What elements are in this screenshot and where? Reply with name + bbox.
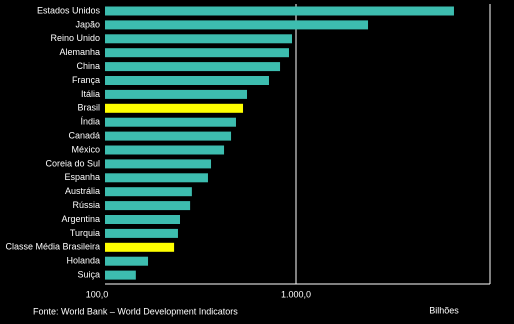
y-tick-label: Austrália (65, 186, 100, 196)
x-tick-label: 1.000,0 (281, 289, 311, 299)
bar (105, 201, 191, 211)
y-tick-label: Argentina (61, 214, 100, 224)
source: Fonte: World Bank – World Development In… (33, 306, 238, 316)
y-tick-label: Canadá (68, 130, 100, 140)
y-tick-label: Estados Unidos (37, 5, 101, 15)
bar (105, 131, 232, 141)
y-tick-label: Suiça (77, 269, 100, 279)
bar (105, 76, 269, 85)
y-tick-label: Turquia (70, 228, 100, 238)
bar (105, 34, 293, 44)
bar (105, 62, 281, 72)
y-tick-label: Coreia do Sul (45, 158, 100, 168)
y-tick-label: Itália (81, 89, 100, 99)
bar (105, 117, 236, 127)
bar (105, 20, 369, 30)
y-tick-label: França (72, 75, 100, 85)
y-tick-label: Reino Unido (50, 33, 100, 43)
bar (105, 228, 178, 238)
x-tick-label: 100,0 (86, 289, 109, 299)
bar (105, 145, 225, 155)
bar (105, 242, 175, 252)
bar (105, 103, 244, 113)
y-tick-label: Espanha (64, 172, 100, 182)
x-axis-label: Bilhões (429, 305, 459, 315)
bar (105, 256, 149, 266)
bar (105, 215, 181, 224)
bar (105, 48, 289, 58)
y-tick-label: China (76, 61, 100, 71)
bar (105, 159, 212, 169)
y-tick-label: Alemanha (59, 47, 100, 57)
y-tick-label: Brasil (77, 103, 100, 113)
bar (105, 6, 454, 16)
bar (105, 187, 192, 197)
bar (105, 89, 248, 99)
y-tick-label: Rússia (72, 200, 100, 210)
y-tick-label: Índia (80, 117, 100, 127)
bar (105, 173, 208, 183)
y-tick-label: Classe Média Brasileira (5, 242, 100, 252)
bar (105, 270, 136, 280)
y-tick-label: México (71, 144, 100, 154)
y-tick-label: Japão (75, 19, 100, 29)
y-tick-label: Holanda (66, 256, 100, 266)
